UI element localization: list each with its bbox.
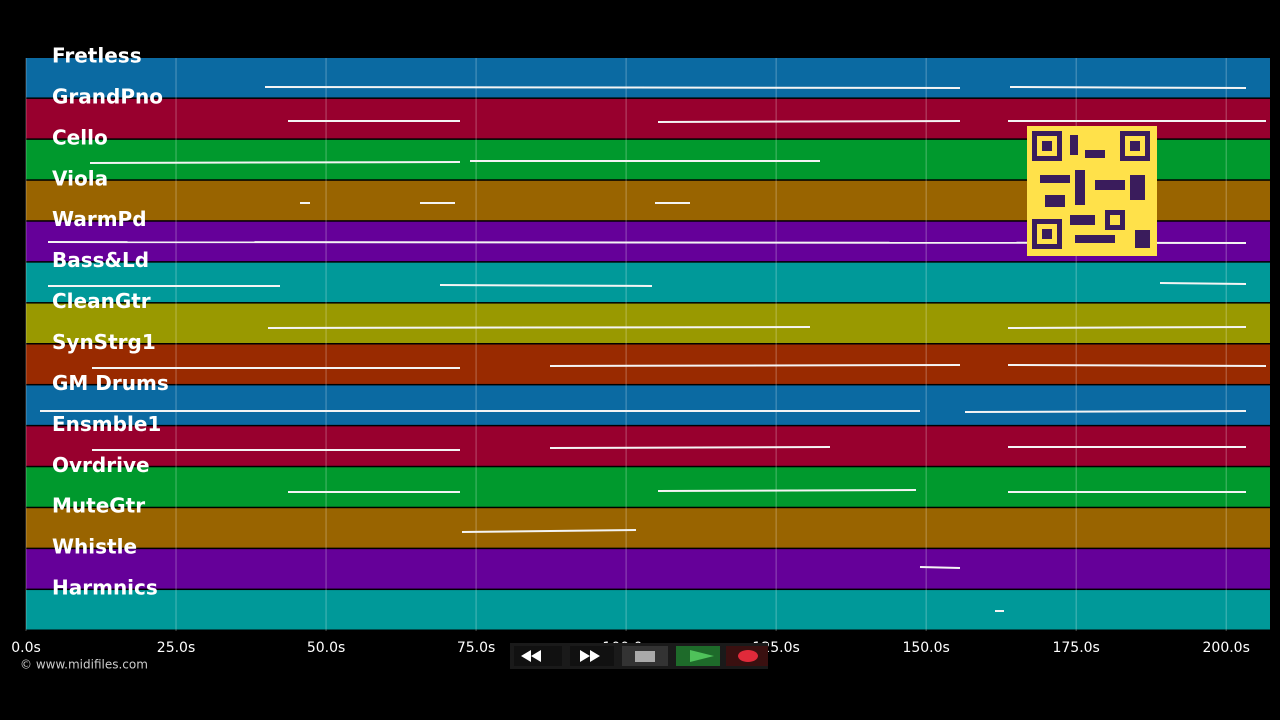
x-tick-label: 200.0s bbox=[1203, 640, 1250, 656]
x-tick-label: 75.0s bbox=[457, 640, 495, 656]
record-button[interactable] bbox=[726, 646, 768, 666]
track-lane bbox=[26, 303, 1270, 343]
track-name: Fretless bbox=[52, 44, 142, 68]
track-lane bbox=[26, 262, 1270, 303]
rewind-button[interactable] bbox=[514, 646, 562, 666]
forward-button[interactable] bbox=[570, 646, 614, 666]
track-name: MuteGtr bbox=[52, 494, 145, 518]
copyright: © www.midifiles.com bbox=[20, 658, 148, 672]
track-name: Viola bbox=[52, 166, 108, 190]
track-lane bbox=[26, 385, 1270, 425]
track-lane bbox=[26, 467, 1270, 507]
track-name: Ovrdrive bbox=[52, 453, 150, 477]
qr-code bbox=[1027, 126, 1157, 256]
track-lane bbox=[26, 590, 1270, 630]
x-tick-label: 50.0s bbox=[307, 640, 345, 656]
x-tick-label: 175.0s bbox=[1052, 640, 1099, 656]
track-name: GrandPno bbox=[52, 84, 163, 108]
track-name: Bass&Ld bbox=[52, 248, 149, 272]
x-tick-label: 150.0s bbox=[902, 640, 949, 656]
track-name: SynStrg1 bbox=[52, 330, 156, 354]
track-name: CleanGtr bbox=[52, 289, 151, 313]
play-button[interactable] bbox=[676, 646, 720, 666]
track-lane bbox=[26, 508, 1270, 548]
playback-controls bbox=[510, 643, 768, 669]
track-name: Cello bbox=[52, 125, 108, 149]
track-name: Whistle bbox=[52, 535, 137, 559]
notes bbox=[40, 86, 1267, 612]
track-lane bbox=[26, 58, 1270, 98]
track-name: Ensmble1 bbox=[52, 412, 161, 436]
track-name: GM Drums bbox=[52, 371, 169, 395]
track-name: Harmnics bbox=[52, 576, 158, 600]
stop-button[interactable] bbox=[622, 646, 668, 666]
x-tick-label: 25.0s bbox=[157, 640, 195, 656]
track-lane bbox=[26, 549, 1270, 589]
track-name: WarmPd bbox=[52, 207, 147, 231]
x-tick-label: 0.0s bbox=[11, 640, 41, 656]
track-lane bbox=[26, 344, 1270, 384]
